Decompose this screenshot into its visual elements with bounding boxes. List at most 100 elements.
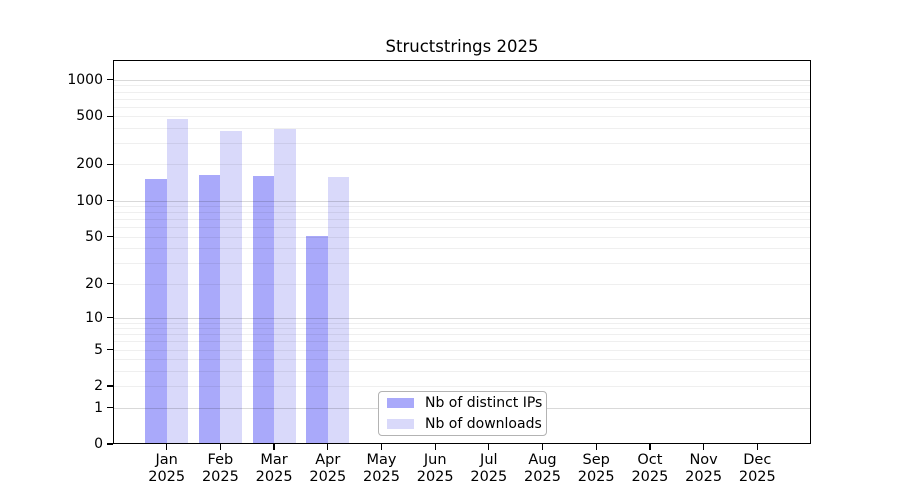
bar-distinct-ips	[252, 176, 275, 444]
gridline-minor	[113, 206, 811, 208]
gridline-minor	[113, 334, 811, 336]
gridline-minor	[113, 341, 811, 343]
bar-distinct-ips	[145, 178, 167, 444]
legend-item-distinct-ips: Nb of distinct IPs	[379, 394, 546, 412]
gridline-minor	[113, 236, 811, 238]
x-tick-mark	[434, 444, 436, 450]
y-tick-label: 2	[94, 378, 103, 395]
x-tick-label-month: Feb	[207, 452, 234, 468]
bar-downloads	[327, 177, 350, 444]
gridline-minor	[113, 283, 811, 285]
plot-area	[113, 60, 811, 444]
x-tick-label-year: 2025	[470, 469, 508, 485]
y-tick-label: 1000	[67, 71, 103, 88]
gridline-minor	[113, 91, 811, 93]
chart-title: Structstrings 2025	[385, 37, 539, 56]
x-tick-label-year: 2025	[255, 469, 293, 485]
x-tick-mark	[756, 444, 758, 450]
gridline-minor	[113, 359, 811, 361]
x-tick-label-month: Dec	[743, 452, 772, 468]
x-tick-label: Mar 2025	[238, 452, 310, 486]
y-tick-mark	[107, 282, 113, 285]
x-tick-label: Oct 2025	[614, 452, 686, 486]
y-tick-label: 100	[76, 192, 103, 209]
gridline-minor	[113, 164, 811, 166]
gridline-minor	[113, 219, 811, 221]
x-tick-label: Apr 2025	[292, 452, 364, 486]
x-tick-label-year: 2025	[363, 469, 400, 485]
x-tick-label-month: Apr	[315, 452, 341, 468]
y-tick-mark	[107, 115, 113, 117]
y-tick-label: 10	[85, 309, 103, 326]
gridline-minor	[113, 263, 811, 264]
x-tick-mark	[273, 444, 275, 450]
gridline-minor	[113, 328, 811, 330]
x-tick-label-year: 2025	[738, 469, 776, 485]
gridline-minor	[113, 212, 811, 214]
legend-item-downloads: Nb of downloads	[379, 415, 546, 433]
x-tick-label-year: 2025	[201, 469, 239, 485]
x-tick-label-month: May	[366, 452, 397, 468]
x-tick-label: May 2025	[346, 452, 418, 486]
gridline-major	[113, 200, 811, 202]
x-tick-mark	[541, 444, 544, 450]
y-tick-label: 200	[76, 156, 103, 173]
x-tick-label: Nov 2025	[668, 452, 740, 486]
x-tick-mark	[219, 444, 222, 450]
x-tick-label-year: 2025	[416, 469, 454, 485]
x-tick-label: Aug 2025	[507, 452, 579, 486]
x-tick-label: Feb 2025	[184, 452, 256, 486]
y-tick-label: 50	[85, 228, 103, 245]
x-tick-mark	[327, 444, 329, 450]
y-tick-label: 500	[76, 108, 103, 125]
gridline-major	[113, 79, 811, 81]
y-tick-mark	[107, 385, 113, 387]
x-tick-label-year: 2025	[577, 469, 615, 485]
x-tick-label-year: 2025	[148, 469, 186, 485]
x-tick-label-month: Jun	[423, 452, 447, 468]
x-tick-mark	[702, 444, 705, 450]
x-tick-label-month: Mar	[260, 452, 288, 468]
y-tick-mark	[107, 79, 113, 81]
x-tick-label-month: Oct	[637, 452, 663, 468]
x-tick-mark	[380, 444, 383, 450]
x-tick-mark	[649, 444, 651, 450]
x-tick-label-month: Jul	[480, 452, 498, 468]
legend-label-downloads: Nb of downloads	[425, 416, 542, 432]
x-tick-mark	[166, 444, 168, 450]
legend-swatch-downloads	[387, 419, 414, 429]
y-tick-label: 20	[85, 275, 103, 292]
bar-downloads	[274, 128, 296, 444]
x-tick-mark	[595, 444, 597, 450]
y-tick-mark	[107, 443, 113, 445]
x-tick-label-year: 2025	[631, 469, 669, 485]
y-tick-mark	[107, 200, 113, 202]
gridline-minor	[113, 128, 811, 129]
bar-distinct-ips	[306, 235, 328, 444]
gridline-minor	[113, 98, 811, 100]
x-tick-label-year: 2025	[685, 469, 723, 485]
gridline-minor	[113, 248, 811, 250]
x-tick-label: Jul 2025	[453, 452, 525, 486]
y-tick-mark	[107, 406, 113, 409]
y-tick-label: 1	[94, 399, 103, 416]
y-tick-label: 0	[94, 436, 103, 452]
x-tick-label-month: Sep	[582, 452, 610, 468]
gridline-minor	[113, 322, 811, 324]
bar-downloads	[220, 131, 242, 444]
gridline-minor	[113, 106, 811, 108]
gridline-minor	[113, 143, 811, 145]
y-tick-mark	[107, 348, 113, 351]
x-tick-mark	[488, 444, 490, 450]
gridline-major	[113, 317, 811, 319]
gridline-minor	[113, 116, 811, 118]
legend-label-distinct-ips: Nb of distinct IPs	[425, 395, 543, 411]
gridline-minor	[113, 85, 811, 87]
x-tick-label: Jun 2025	[399, 452, 471, 486]
x-tick-label-year: 2025	[524, 469, 561, 485]
gridline-minor	[113, 386, 811, 388]
x-tick-label-month: Jan	[155, 452, 178, 468]
legend: Nb of distinct IPs Nb of downloads	[378, 391, 547, 436]
gridline-minor	[113, 370, 811, 372]
